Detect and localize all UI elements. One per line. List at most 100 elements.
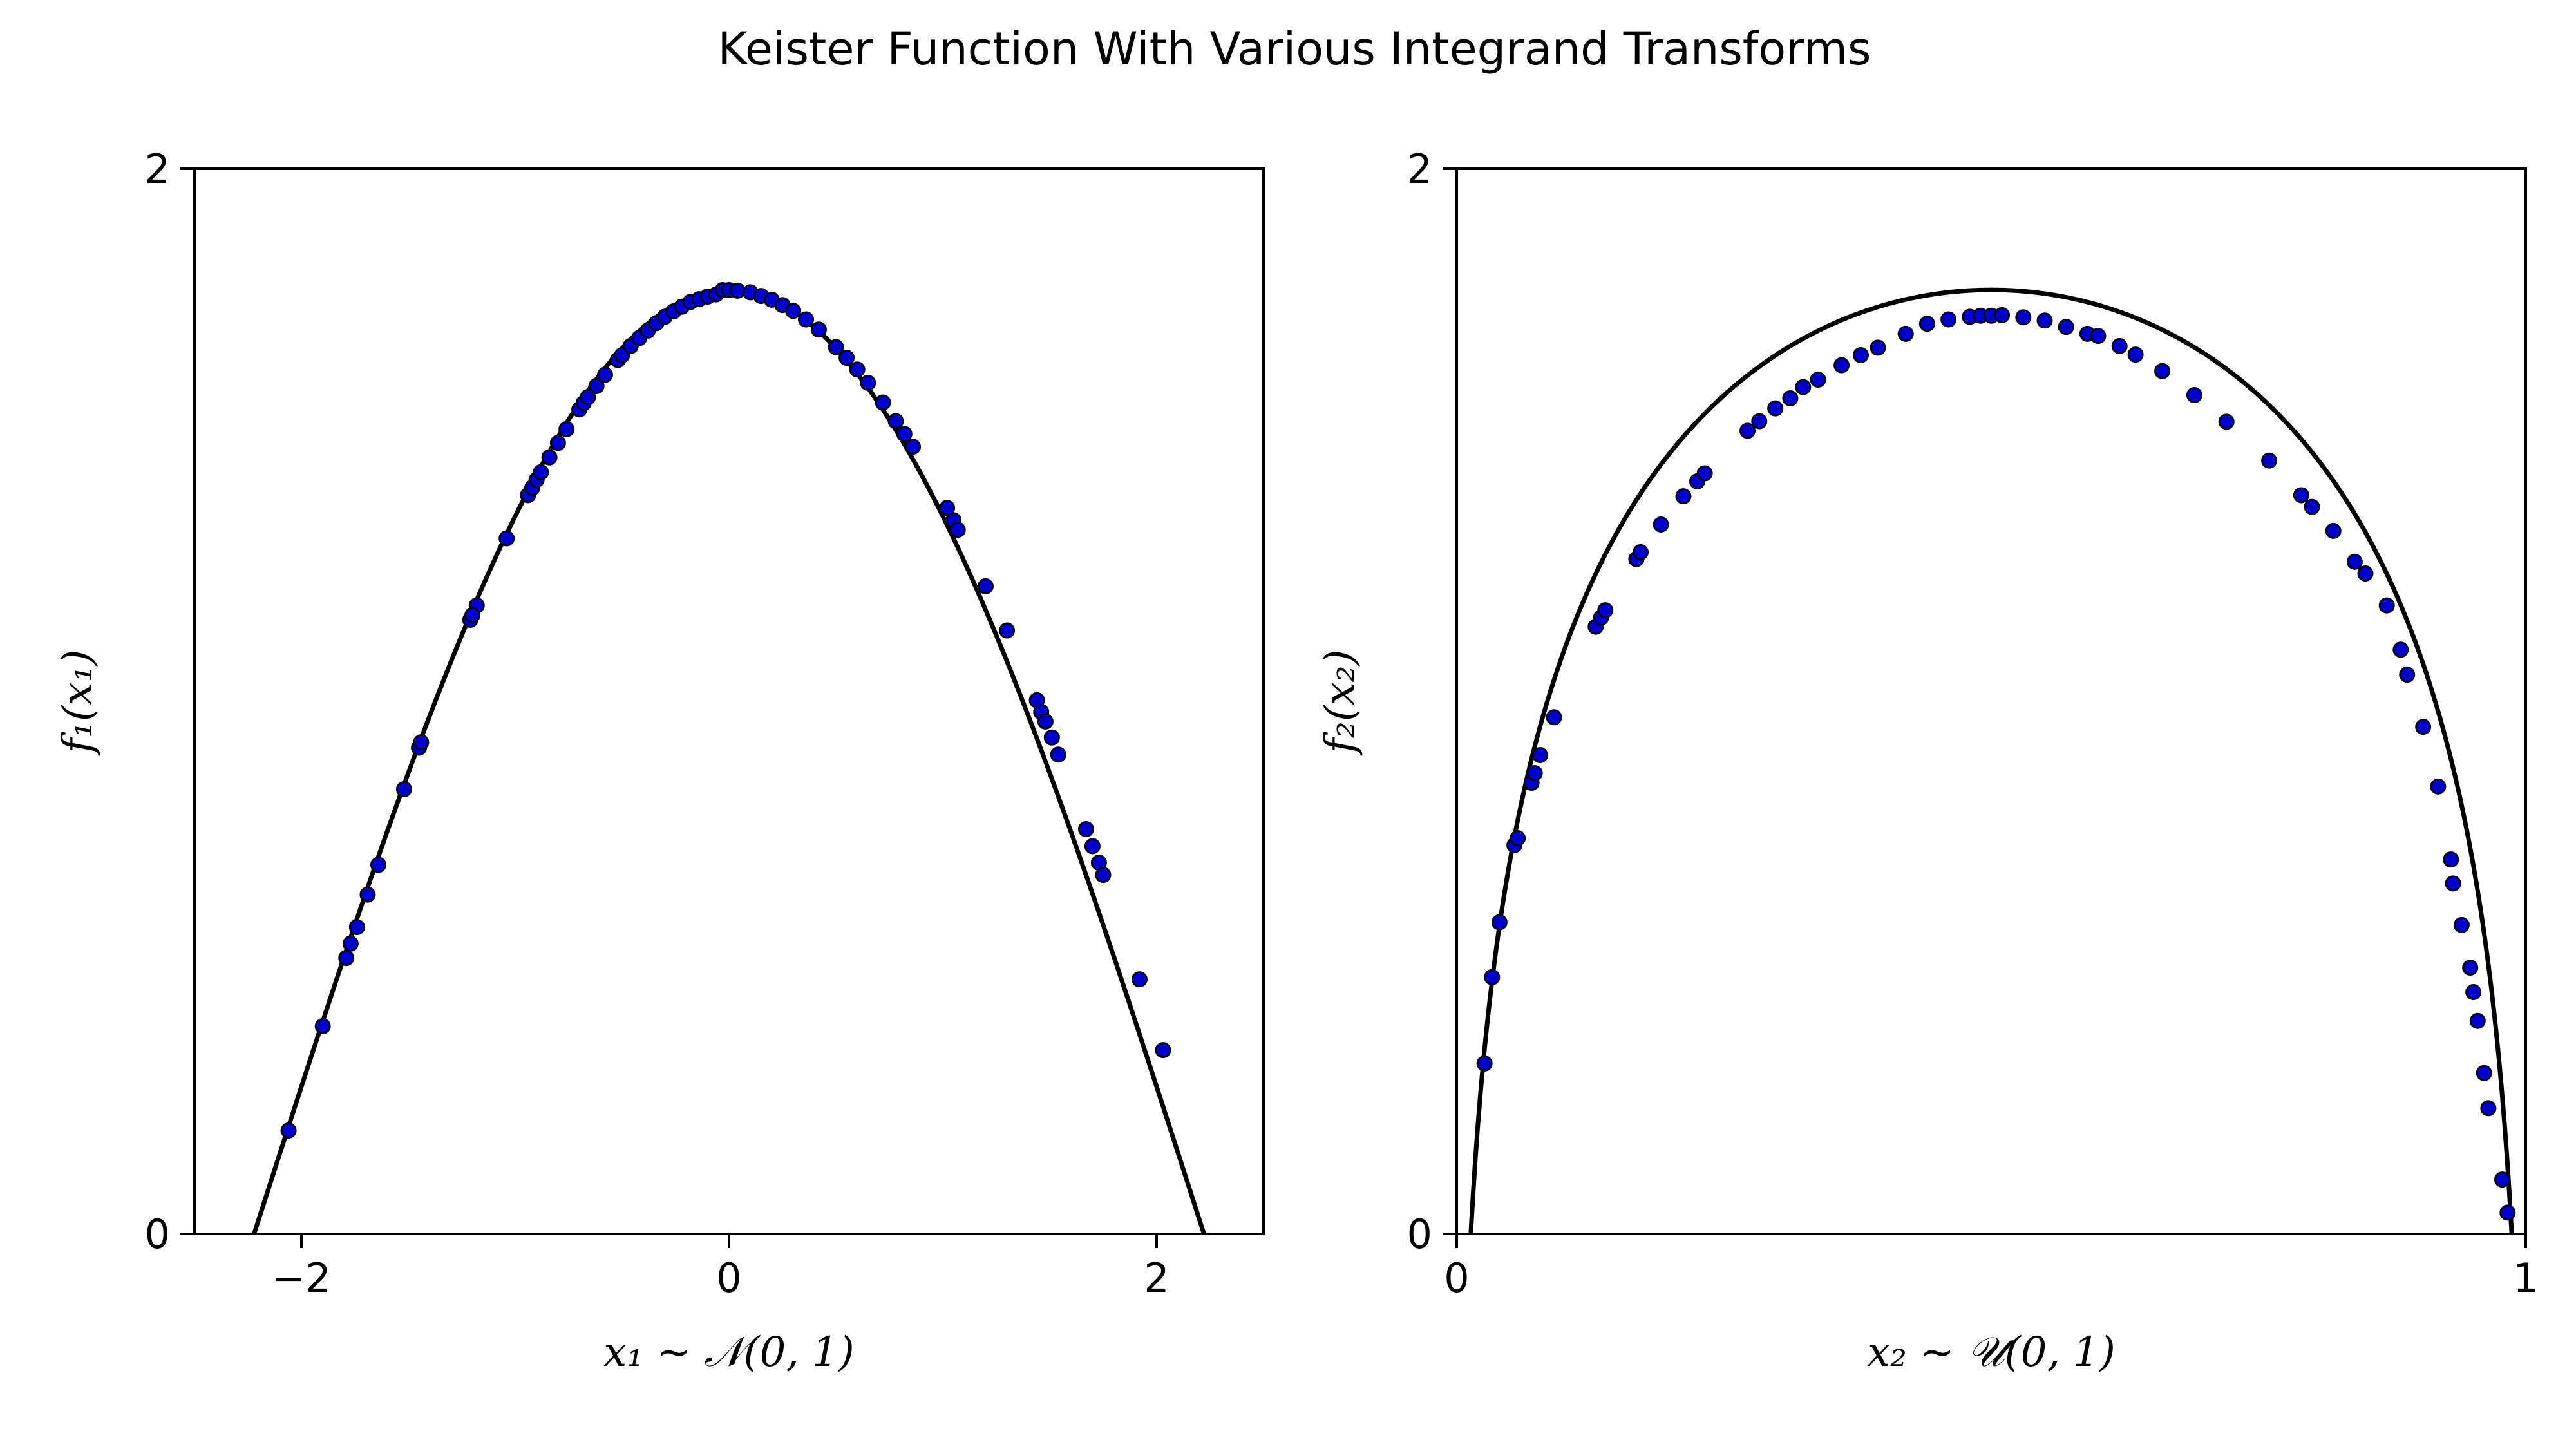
data-point	[2058, 319, 2074, 336]
data-point	[2445, 875, 2461, 892]
data-point	[2476, 1065, 2492, 1081]
data-point	[875, 394, 891, 411]
data-point	[1751, 413, 1768, 430]
data-point	[2304, 498, 2320, 515]
data-point	[1767, 400, 1784, 417]
data-point	[533, 464, 549, 480]
data-point	[498, 530, 515, 547]
data-point	[905, 439, 922, 455]
data-point	[1510, 830, 1526, 847]
data-point	[2399, 667, 2416, 683]
data-point	[949, 522, 966, 538]
data-point	[348, 919, 365, 936]
data-point	[1531, 747, 1548, 764]
data-point	[1633, 544, 1649, 560]
data-point	[1526, 765, 1543, 782]
data-point	[1077, 820, 1094, 837]
data-point	[860, 374, 876, 391]
y-tick-label: 0	[145, 1211, 170, 1258]
data-point	[1037, 713, 1054, 730]
data-point	[2357, 565, 2374, 582]
data-point	[798, 311, 815, 328]
data-point	[2494, 1171, 2510, 1188]
data-point	[464, 607, 481, 623]
data-point	[558, 421, 575, 437]
data-point	[596, 366, 613, 383]
data-point	[2218, 413, 2235, 430]
data-point	[2378, 597, 2395, 614]
data-point	[887, 413, 904, 430]
data-point	[1782, 390, 1799, 406]
data-point	[2036, 312, 2053, 329]
data-point	[896, 426, 913, 442]
data-point	[2154, 363, 2171, 379]
data-point	[2293, 487, 2309, 504]
data-point	[370, 857, 387, 873]
data-point	[549, 435, 566, 451]
data-point	[1597, 602, 1614, 619]
data-point	[1095, 867, 1112, 884]
data-point	[2499, 1204, 2516, 1221]
x-tick-label: 2	[1144, 1255, 1169, 1302]
x-axis-label: x₁ ~ 𝒩(0, 1)	[603, 1329, 854, 1376]
data-point	[338, 950, 355, 967]
data-point	[2443, 851, 2459, 868]
data-point	[1810, 371, 1826, 388]
data-point	[580, 389, 596, 406]
data-point	[2392, 641, 2409, 658]
data-point	[1675, 488, 1692, 505]
data-point	[2462, 960, 2479, 976]
x-tick-label: 0	[1444, 1255, 1469, 1302]
data-point	[2453, 916, 2470, 933]
data-point	[2090, 328, 2107, 345]
data-point	[1870, 339, 1886, 356]
data-point	[413, 734, 430, 751]
left-subplot: −2 0 2 0 2 x₁ ~ 𝒩(0, 1) f₁(x₁)	[54, 146, 1265, 1376]
data-point	[810, 321, 827, 338]
data-point	[828, 339, 844, 355]
data-point	[2480, 1100, 2497, 1117]
x-tick-label: −2	[272, 1255, 330, 1302]
data-point	[1476, 1055, 1493, 1072]
y-tick-label: 0	[1407, 1211, 1432, 1258]
data-point	[2127, 346, 2144, 363]
y-tick-label: 2	[1407, 146, 1432, 193]
data-point	[1653, 516, 1669, 533]
data-point	[1833, 357, 1850, 374]
data-point	[541, 449, 558, 466]
data-point	[359, 886, 376, 903]
y-axis-label: f₂(x₂)	[1316, 649, 1364, 755]
x-axis-label: x₂ ~ 𝒰(0, 1)	[1867, 1329, 2116, 1376]
data-point	[838, 350, 855, 366]
data-point	[342, 935, 359, 952]
right-subplot: 0 1 0 2 x₂ ~ 𝒰(0, 1) f₂(x₂)	[1316, 146, 2539, 1376]
data-point	[785, 303, 802, 319]
data-point	[1696, 465, 1713, 482]
data-point	[2111, 337, 2128, 354]
data-point	[1918, 316, 1935, 332]
data-point	[1897, 325, 1914, 342]
data-point	[939, 500, 956, 516]
data-point	[2186, 386, 2202, 403]
data-point	[2465, 984, 2482, 1001]
function-curve	[1468, 287, 2514, 1234]
data-point	[588, 377, 605, 394]
data-point	[999, 622, 1016, 639]
data-point	[2261, 452, 2278, 469]
y-tick-label: 2	[145, 146, 170, 193]
data-point	[1484, 969, 1501, 985]
data-point	[1546, 709, 1562, 726]
data-point	[2325, 522, 2342, 539]
data-point	[280, 1122, 297, 1139]
axes-frame	[1455, 167, 2527, 1235]
data-point	[2469, 1012, 2486, 1029]
x-tick-label: 0	[716, 1255, 741, 1302]
data-point	[2430, 778, 2447, 795]
data-point	[977, 578, 994, 594]
data-point	[849, 361, 866, 378]
figure-title: Keister Function With Various Integrand …	[718, 23, 1871, 75]
data-point	[1852, 346, 1869, 363]
data-point	[1131, 971, 1148, 988]
data-point	[1739, 422, 1756, 439]
data-point	[1155, 1042, 1171, 1059]
